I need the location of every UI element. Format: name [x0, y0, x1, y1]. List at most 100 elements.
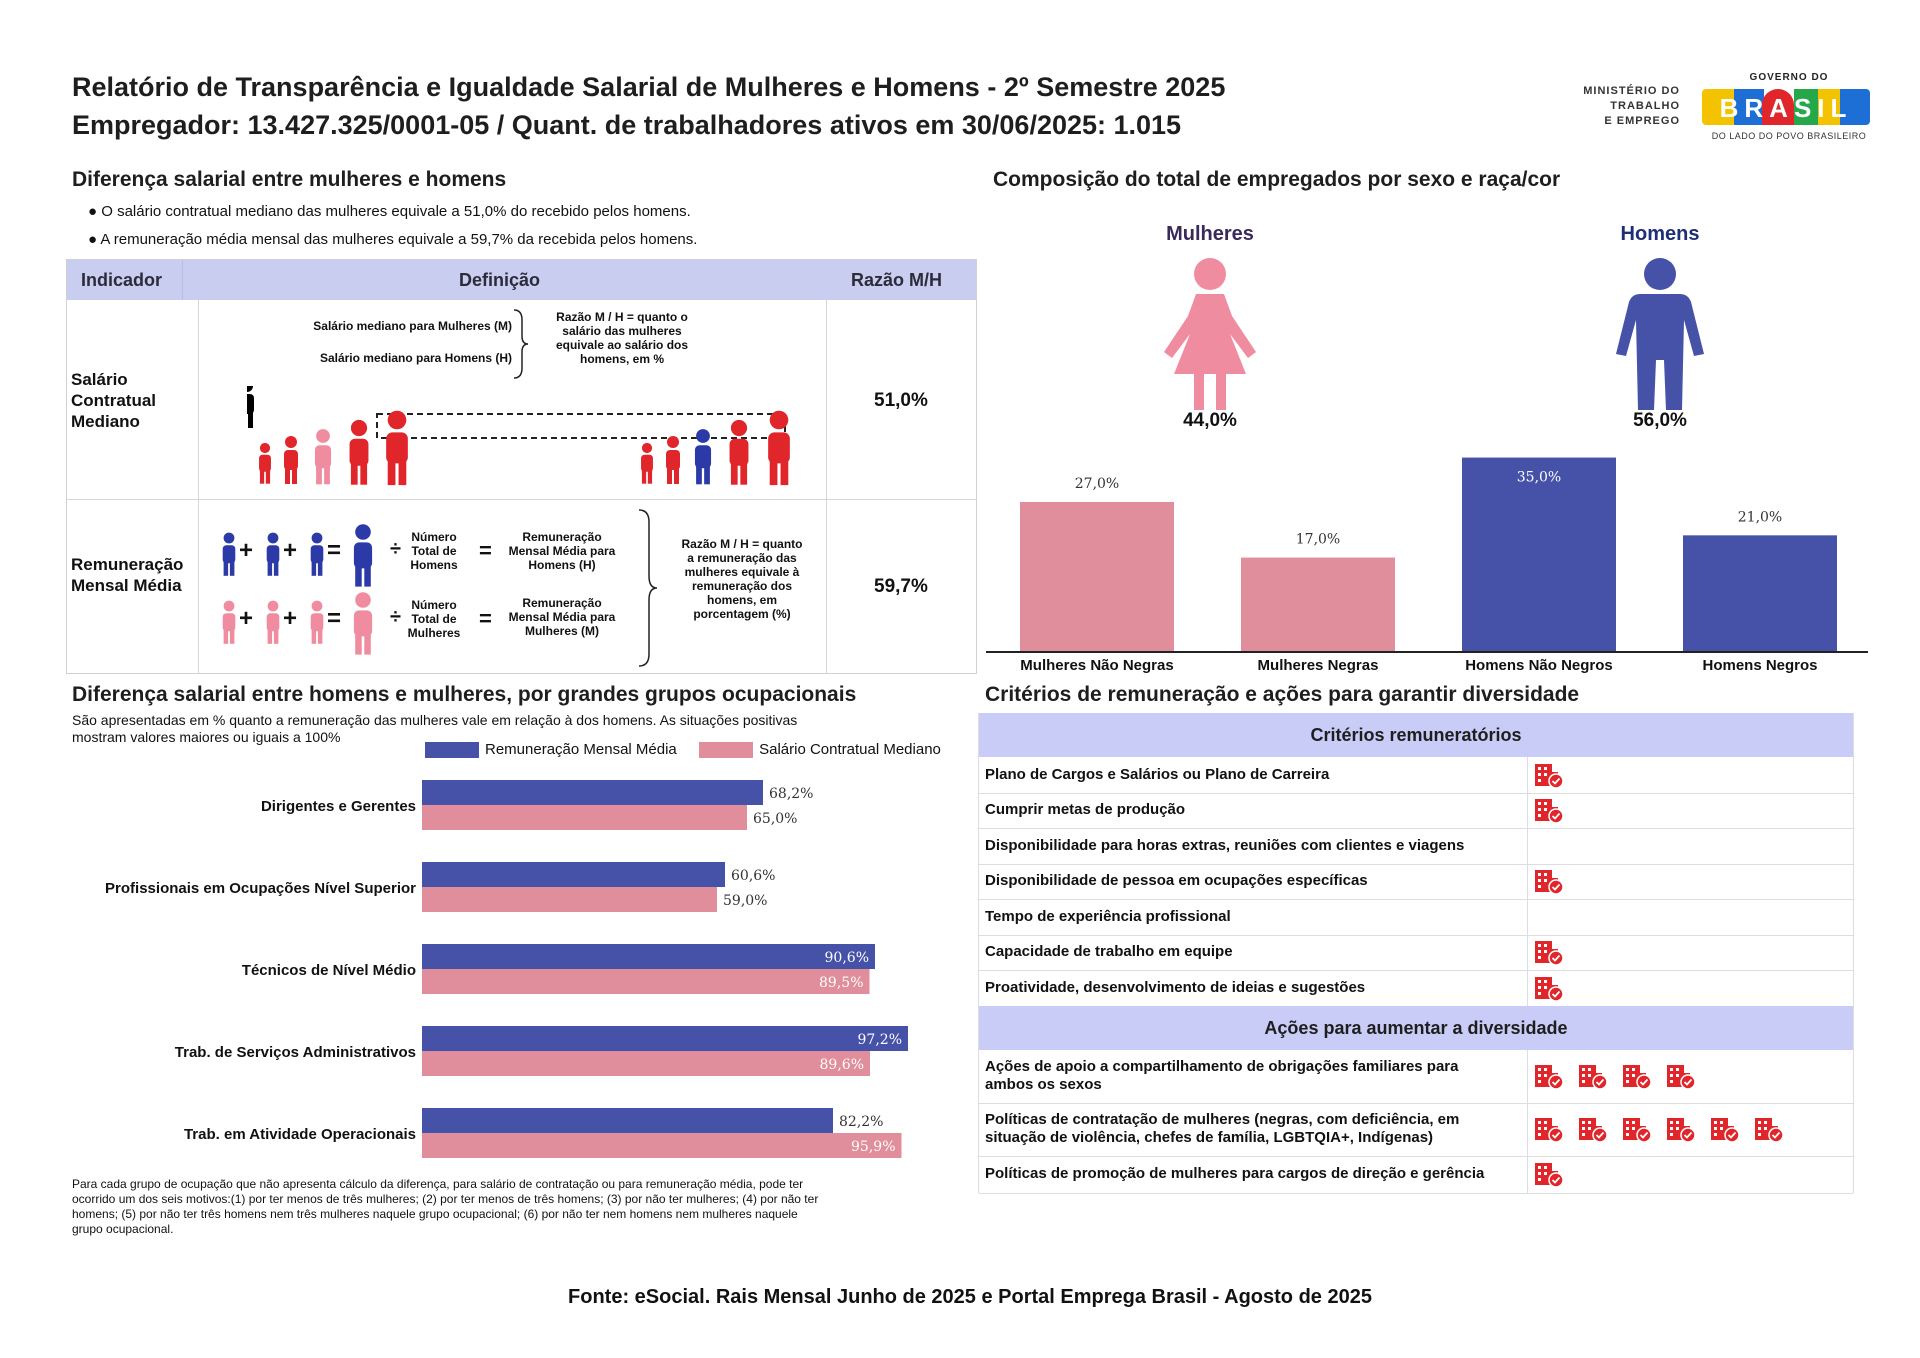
- criteria-row: Plano de Cargos e Salários ou Plano de C…: [979, 757, 1853, 794]
- criteria-row: Capacidade de trabalho em equipe: [979, 934, 1853, 971]
- building-check-icon: [1535, 799, 1564, 824]
- bar-value-label: 97,2%: [858, 1032, 902, 1048]
- bar-value-label: 65,0%: [753, 811, 797, 827]
- bar-value-label: 35,0%: [1517, 470, 1561, 486]
- criteria-label: Políticas de contratação de mulheres (ne…: [985, 1111, 1460, 1146]
- svg-text:=: =: [327, 605, 341, 632]
- composition-title: Composição do total de empregados por se…: [993, 168, 1561, 191]
- bar-value-label: 59,0%: [723, 893, 767, 909]
- building-check-icon: [1535, 1065, 1564, 1089]
- person-icon: [247, 386, 254, 428]
- category-label: Técnicos de Nível Médio: [242, 962, 416, 979]
- svg-text:+: +: [283, 605, 297, 632]
- building-check-icon: [1535, 941, 1564, 966]
- building-check-icon: [1535, 1118, 1564, 1142]
- criteria-section-header: Critérios remuneratórios: [979, 713, 1853, 757]
- label-median-men: Salário mediano para Homens (H): [319, 351, 512, 365]
- building-check-icon: [1623, 1065, 1652, 1089]
- occupation-bar-chart: Dirigentes e Gerentes 68,2% 65,0% Profissio…: [105, 780, 908, 1158]
- category-label: Homens Negros: [1702, 657, 1817, 674]
- criteria-label: Disponibilidade de pessoa em ocupações e…: [985, 872, 1368, 890]
- building-check-icon: [1667, 1065, 1696, 1089]
- divide-icon: ÷: [390, 538, 401, 560]
- criteria-label: Plano de Cargos e Salários ou Plano de C…: [985, 765, 1330, 783]
- header-indicador: Indicador: [81, 270, 163, 290]
- criteria-label: Capacidade de trabalho em equipe: [985, 943, 1233, 961]
- bar-value-label: 95,9%: [851, 1139, 895, 1155]
- employer-info: Empregador: 13.427.325/0001-05 / Quant. …: [72, 110, 1182, 140]
- label-total-women: Número Total de Mulheres: [407, 598, 461, 640]
- bar-3-0: [422, 1026, 908, 1051]
- category-label: Mulheres Negras: [1258, 657, 1379, 674]
- criteria-label: Cumprir metas de produção: [985, 801, 1186, 819]
- category-label: Trab. em Atividade Operacionais: [184, 1126, 416, 1143]
- bar-4-0: [422, 1108, 833, 1133]
- criteria-label: Proatividade, desenvolvimento de ideias …: [985, 978, 1366, 996]
- criteria-label: Políticas de promoção de mulheres para c…: [985, 1165, 1485, 1182]
- criteria-label: Tempo de experiência profissional: [985, 907, 1231, 925]
- divide-icon: ÷: [390, 606, 401, 628]
- category-label: Mulheres Não Negras: [1020, 657, 1173, 674]
- composition-bar-chart: 27,0% Mulheres Não Negras 17,0% Mulheres Ne…: [986, 457, 1868, 674]
- criteria-label: Disponibilidade para horas extras, reuni…: [985, 836, 1465, 854]
- label-avg-women: Remuneração Mensal Média para Mulheres (…: [508, 596, 616, 638]
- legend-item: Remuneração Mensal Média: [425, 741, 677, 759]
- building-check-icon: [1535, 976, 1564, 1001]
- building-check-icon: [1623, 1118, 1652, 1142]
- label-total-men: Número Total de Homens: [410, 530, 458, 572]
- bar-value-label: 89,5%: [819, 975, 863, 991]
- category-label: Profissionais em Ocupações Nível Superio…: [105, 880, 416, 897]
- criteria-table: Critérios remuneratórios Plano de Cargos …: [978, 713, 1854, 1194]
- bar-2-0: [422, 944, 875, 969]
- criteria-row: Políticas de contratação de mulheres (ne…: [979, 1102, 1853, 1157]
- svg-text:+: +: [239, 537, 253, 564]
- average-people-illustration: + + = + + =: [222, 524, 373, 655]
- bar-value-label: 68,2%: [769, 786, 813, 802]
- ratio-median: 51,0%: [874, 390, 928, 411]
- ministry-logo: MINISTÉRIO DO TRABALHO E EMPREGO: [1583, 85, 1680, 127]
- bar-3: [1683, 535, 1837, 652]
- ratio-note-median: Razão M / H = quanto o salário das mulhe…: [555, 310, 689, 366]
- brace-icon: [638, 509, 658, 667]
- criteria-row: Tempo de experiência profissional: [979, 899, 1853, 936]
- gov-brasil-logo: GOVERNO DO BRASIL DO LADO DO POVO BRASIL…: [1694, 72, 1884, 152]
- wage-gap-bullet: ● O salário contratual mediano das mulhe…: [88, 203, 691, 220]
- wage-gap-bullet: ● A remuneração média mensal das mulhere…: [88, 231, 698, 248]
- table-header: Indicador Definição Razão M/H: [67, 260, 976, 300]
- bar-0: [1020, 502, 1174, 652]
- bar-value-label: 89,6%: [820, 1057, 864, 1073]
- men-percent: 56,0%: [1633, 410, 1687, 431]
- wage-gap-title: Diferença salarial entre mulheres e home…: [72, 168, 507, 191]
- bar-value-label: 90,6%: [825, 950, 869, 966]
- median-people-illustration: [247, 386, 790, 486]
- svg-text:=: =: [327, 537, 341, 564]
- bar-2-1: [422, 969, 870, 994]
- criteria-section-header: Ações para aumentar a diversidade: [979, 1005, 1853, 1050]
- women-label: Mulheres: [1166, 223, 1254, 245]
- men-label: Homens: [1620, 223, 1700, 245]
- label-avg-men: Remuneração Mensal Média para Homens (H): [508, 530, 616, 572]
- building-check-icon: [1535, 870, 1564, 895]
- category-label: Homens Não Negros: [1465, 657, 1613, 674]
- bar-0-0: [422, 780, 763, 805]
- building-check-icon: [1579, 1065, 1608, 1089]
- criteria-row: Proatividade, desenvolvimento de ideias …: [979, 970, 1853, 1007]
- category-label: Dirigentes e Gerentes: [261, 798, 416, 815]
- bar-1: [1241, 557, 1395, 652]
- bar-value-label: 21,0%: [1738, 509, 1782, 525]
- bar-3-1: [422, 1051, 870, 1076]
- building-check-icon: [1579, 1118, 1608, 1142]
- bar-4-1: [422, 1133, 902, 1158]
- brace-icon: [513, 309, 529, 379]
- indicator-salario-contratual: Salário Contratual Mediano: [71, 370, 156, 431]
- woman-icon: [1164, 258, 1256, 410]
- report-title: Relatório de Transparência e Igualdade S…: [72, 72, 1226, 102]
- indicator-remuneracao-media: Remuneração Mensal Média: [71, 555, 184, 595]
- building-check-icon: [1535, 1163, 1564, 1187]
- criteria-label: Ações de apoio a compartilhamento de obr…: [985, 1058, 1459, 1093]
- legend-item: Salário Contratual Mediano: [699, 741, 941, 759]
- building-check-icon: [1535, 763, 1564, 788]
- bar-value-label: 27,0%: [1075, 476, 1119, 492]
- occupation-title: Diferença salarial entre homens e mulher…: [72, 683, 857, 706]
- building-check-icon: [1755, 1118, 1784, 1142]
